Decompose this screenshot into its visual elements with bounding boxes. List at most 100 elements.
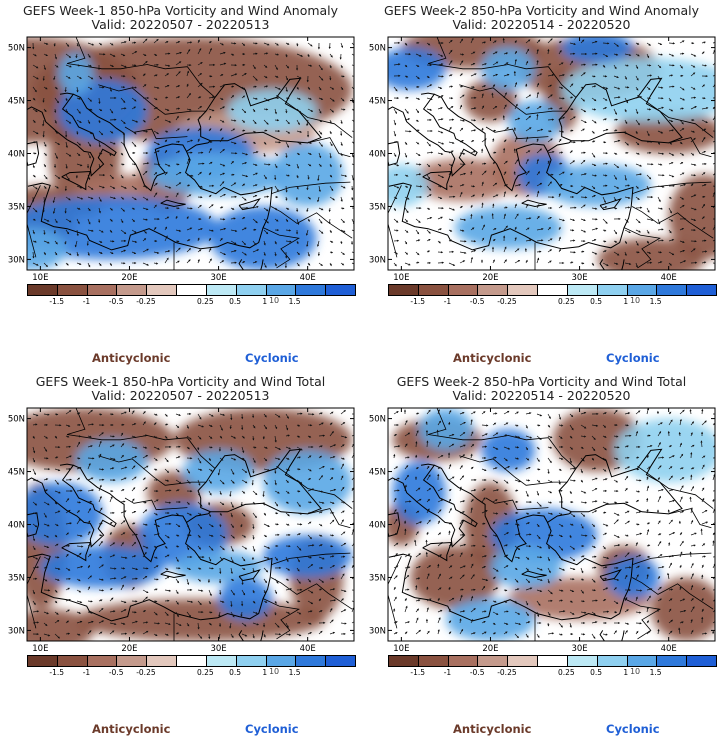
wind-arrow-head (124, 609, 127, 612)
wind-arrow-head (252, 438, 255, 441)
wind-arrow-head (396, 52, 399, 56)
wind-arrow-head (441, 499, 444, 502)
country-border (124, 126, 188, 140)
wind-arrow-head (584, 173, 587, 176)
wind-arrow-head (102, 173, 106, 177)
wind-arrow-head (560, 86, 564, 89)
wind-arrow-head (627, 412, 631, 415)
wind-arrow (252, 545, 255, 552)
wind-arrow (120, 41, 126, 44)
wind-arrow (65, 152, 71, 157)
wind-arrow (591, 510, 597, 514)
wind-arrow-head (320, 534, 323, 537)
wind-arrow-head (536, 158, 539, 162)
wind-arrow (318, 64, 323, 70)
wind-arrow-head (428, 144, 431, 147)
wind-arrow-head (705, 75, 709, 78)
coastline (388, 141, 401, 166)
wind-arrow (43, 633, 50, 637)
wind-arrow-head (552, 196, 555, 199)
wind-arrow (76, 442, 80, 448)
wind-arrow-head (528, 73, 532, 76)
wind-arrow-head (341, 263, 345, 266)
wind-arrow-head (202, 162, 205, 165)
wind-arrow-head (211, 184, 215, 187)
wind-arrow-head (513, 127, 516, 130)
wind-arrow-head (287, 568, 291, 571)
wind-arrow-head (242, 436, 245, 439)
wind-arrow (525, 49, 530, 55)
wind-arrow-head (222, 218, 226, 221)
wind-arrow-head (133, 436, 137, 438)
country-border (270, 552, 351, 566)
wind-arrow-head (607, 42, 610, 45)
wind-arrow-head (573, 141, 576, 144)
wind-arrow (219, 424, 223, 431)
wind-arrow-head (103, 53, 106, 56)
wind-arrow-head (67, 544, 71, 547)
wind-arrow-head (111, 43, 114, 46)
wind-arrow-head (547, 48, 550, 52)
wind-arrow-head (134, 144, 137, 147)
wind-arrow-head (505, 502, 509, 505)
wind-arrow-head (419, 521, 422, 524)
wind-arrow-head (681, 197, 685, 200)
wind-arrow-head (243, 535, 247, 538)
wind-arrow (591, 228, 598, 231)
wind-arrow-head (135, 620, 138, 623)
wind-arrow-head (605, 162, 608, 165)
wind-arrow-head (486, 424, 489, 427)
wind-arrow-head (603, 547, 606, 550)
wind-arrow (131, 542, 136, 547)
colorbar-swatch (147, 285, 178, 295)
wind-arrow (120, 510, 127, 514)
wind-arrow-head (417, 253, 420, 256)
wind-arrow-head (582, 262, 585, 265)
wind-arrow-head (647, 118, 651, 121)
wind-arrow (32, 534, 35, 541)
wind-arrow-head (441, 118, 444, 121)
wind-arrow-head (492, 138, 495, 141)
wind-arrow-head (36, 479, 39, 482)
wind-arrow-head (65, 135, 68, 138)
wind-arrow-head (572, 160, 576, 163)
wind-arrow-head (255, 492, 258, 496)
wind-arrow-head (396, 542, 399, 545)
wind-arrow-head (200, 589, 204, 592)
wind-arrow-head (68, 445, 72, 448)
wind-arrow-head (650, 445, 653, 448)
wind-arrow (351, 529, 354, 536)
wind-arrow-head (297, 560, 300, 563)
wind-arrow-head (397, 41, 401, 44)
wind-arrow-head (436, 429, 439, 432)
wind-arrow (76, 75, 82, 79)
wind-arrow-head (221, 98, 224, 100)
wind-arrow (448, 262, 455, 266)
wind-arrow-head (625, 42, 629, 45)
colorbar-labels: -1.5 -1 -0.5 -0.25 0.25 0.5 1 1.5 (27, 297, 354, 307)
wind-arrow-head (636, 186, 639, 189)
wind-arrow (569, 116, 576, 121)
wind-arrow-head (265, 570, 269, 573)
wind-arrow-head (494, 105, 498, 108)
coastline (599, 630, 625, 641)
wind-arrow-head (179, 51, 182, 54)
wind-arrow (351, 621, 354, 624)
wind-arrow-head (245, 175, 249, 178)
wind-arrow-head (286, 66, 290, 69)
wind-arrow-head (124, 510, 127, 513)
wind-arrow-head (310, 564, 314, 567)
wind-arrow-head (123, 249, 126, 252)
wind-arrow-head (341, 598, 344, 601)
wind-arrow-head (91, 43, 95, 46)
wind-arrow-head (671, 488, 674, 491)
wind-arrow-head (691, 519, 694, 523)
wind-arrow-head (626, 64, 629, 67)
wind-arrow-head (604, 75, 608, 78)
wind-arrow-head (354, 131, 356, 132)
wind-arrow-head (177, 107, 181, 110)
wind-arrow-head (331, 477, 334, 480)
wind-arrow-head (536, 138, 539, 141)
wind-arrow-head (309, 455, 312, 458)
wind-arrow-head (201, 425, 205, 428)
